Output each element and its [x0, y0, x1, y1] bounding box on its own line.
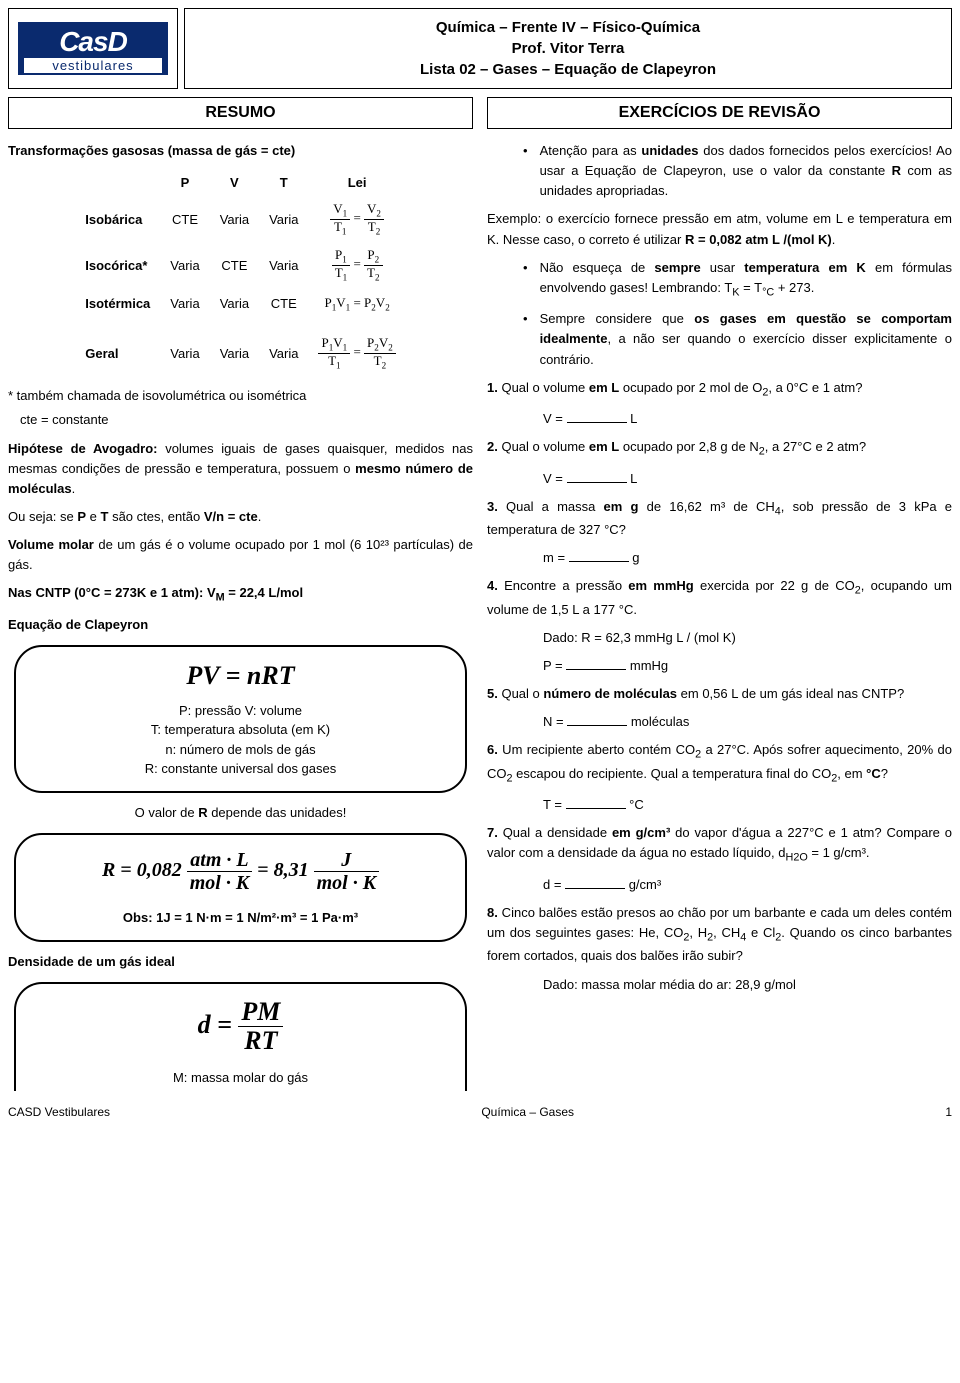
footer-right: 1 — [945, 1105, 952, 1119]
equation-pv-nrt: PV = nRT — [36, 661, 445, 691]
exercicios-heading: EXERCÍCIOS DE REVISÃO — [487, 97, 952, 129]
law-general: P1V1T1 = P2V2T2 — [308, 330, 405, 376]
table-row: Isocórica* Varia CTE Varia P1T1 = P2T2 — [75, 242, 406, 288]
trans-title: Transformações gasosas (massa de gás = c… — [8, 141, 473, 161]
note-cte: cte = constante — [8, 410, 473, 430]
page-header: CasD vestibulares Química – Frente IV – … — [8, 8, 952, 89]
question-2: 2. Qual o volume em L ocupado por 2,8 g … — [487, 437, 952, 460]
question-5: 5. Qual o número de moléculas em 0,56 L … — [487, 684, 952, 704]
page-footer: CASD Vestibulares Química – Gases 1 — [8, 1105, 952, 1119]
r-depends: O valor de R depende das unidades! — [8, 803, 473, 823]
m-massa: M: massa molar do gás — [36, 1068, 445, 1088]
clapeyron-box: PV = nRT P: pressão V: volume T: tempera… — [14, 645, 467, 793]
law-isobaric: V1T1 = V2T2 — [308, 196, 405, 242]
logo: CasD vestibulares — [18, 22, 168, 75]
table-row: Isotérmica Varia Varia CTE P1V1 = P2V2 — [75, 289, 406, 319]
bullet-2: •Não esqueça de sempre usar temperatura … — [487, 258, 952, 302]
left-column: RESUMO Transformações gasosas (massa de … — [8, 97, 473, 1091]
answer-4: P = mmHg — [487, 656, 952, 676]
answer-1: V = L — [487, 409, 952, 429]
bullet-1: •Atenção para as unidades dos dados forn… — [487, 141, 952, 201]
title-line-1: Química – Frente IV – Físico-Química — [191, 17, 945, 38]
cntp: Nas CNTP (0°C = 273K e 1 atm): VM = 22,4… — [8, 583, 473, 606]
answer-6: T = °C — [487, 795, 952, 815]
exemplo: Exemplo: o exercício fornece pressão em … — [487, 209, 952, 249]
title-line-3: Lista 02 – Gases – Equação de Clapeyron — [191, 59, 945, 80]
dado-4: Dado: R = 62,3 mmHg L / (mol K) — [487, 628, 952, 648]
title-box: Química – Frente IV – Físico-Química Pro… — [184, 8, 952, 89]
logo-sub-text: vestibulares — [24, 58, 162, 73]
answer-7: d = g/cm³ — [487, 875, 952, 895]
logo-box: CasD vestibulares — [8, 8, 178, 89]
clapeyron-title: Equação de Clapeyron — [8, 615, 473, 635]
r-value-box: R = 0,082 atm · Lmol · K = 8,31 Jmol · K… — [14, 833, 467, 942]
title-line-2: Prof. Vitor Terra — [191, 38, 945, 59]
right-column: EXERCÍCIOS DE REVISÃO •Atenção para as u… — [487, 97, 952, 1091]
th-v: V — [210, 169, 259, 196]
footer-left: CASD Vestibulares — [8, 1105, 110, 1119]
volume-molar: Volume molar de um gás é o volume ocupad… — [8, 535, 473, 575]
legend-line: P: pressão V: volume — [36, 701, 445, 721]
ou-seja: Ou seja: se P e T são ctes, então V/n = … — [8, 507, 473, 527]
question-4: 4. Encontre a pressão em mmHg exercida p… — [487, 576, 952, 620]
equation-density: d = PMRT — [36, 998, 445, 1056]
th-p: P — [160, 169, 209, 196]
transformations-table: P V T Lei Isobárica CTE Varia Varia V1T1… — [75, 169, 406, 376]
avogadro-hypothesis: Hipótese de Avogadro: volumes iguais de … — [8, 439, 473, 499]
question-8: 8. Cinco balões estão presos ao chão por… — [487, 903, 952, 967]
answer-3: m = g — [487, 548, 952, 568]
equation-r-value: R = 0,082 atm · Lmol · K = 8,31 Jmol · K — [36, 849, 445, 894]
note-iso: * também chamada de isovolumétrica ou is… — [8, 386, 473, 406]
question-6: 6. Um recipiente aberto contém CO2 a 27°… — [487, 740, 952, 787]
law-isochoric: P1T1 = P2T2 — [308, 242, 405, 288]
footer-center: Química – Gases — [481, 1105, 574, 1119]
table-row: Geral Varia Varia Varia P1V1T1 = P2V2T2 — [75, 330, 406, 376]
question-1: 1. Qual o volume em L ocupado por 2 mol … — [487, 378, 952, 401]
resumo-heading: RESUMO — [8, 97, 473, 129]
answer-2: V = L — [487, 469, 952, 489]
legend-line: R: constante universal dos gases — [36, 759, 445, 779]
logo-main-text: CasD — [24, 26, 162, 58]
density-box: d = PMRT M: massa molar do gás — [14, 982, 467, 1092]
legend-line: n: número de mols de gás — [36, 740, 445, 760]
question-3: 3. Qual a massa em g de 16,62 m³ de CH4,… — [487, 497, 952, 541]
law-isothermal: P1V1 = P2V2 — [308, 289, 405, 319]
answer-5: N = moléculas — [487, 712, 952, 732]
density-title: Densidade de um gás ideal — [8, 952, 473, 972]
obs-units: Obs: 1J = 1 N·m = 1 N/m²·m³ = 1 Pa·m³ — [123, 910, 358, 925]
table-row: Isobárica CTE Varia Varia V1T1 = V2T2 — [75, 196, 406, 242]
bullet-3: •Sempre considere que os gases em questã… — [487, 309, 952, 369]
legend-line: T: temperatura absoluta (em K) — [36, 720, 445, 740]
th-t: T — [259, 169, 308, 196]
th-lei: Lei — [308, 169, 405, 196]
question-7: 7. Qual a densidade em g/cm³ do vapor d'… — [487, 823, 952, 867]
dado-8: Dado: massa molar média do ar: 28,9 g/mo… — [487, 975, 952, 995]
